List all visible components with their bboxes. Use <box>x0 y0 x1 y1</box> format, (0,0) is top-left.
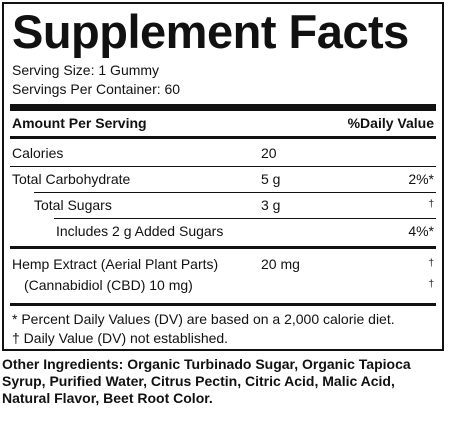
thick-divider <box>10 104 436 111</box>
medium-divider <box>10 303 436 306</box>
row-hemp-extract-dv: † <box>428 258 434 269</box>
row-hemp-extract-name: Hemp Extract (Aerial Plant Parts) <box>12 256 219 272</box>
row-cbd-name: (Cannabidiol (CBD) 10 mg) <box>24 277 193 293</box>
daily-value-header: %Daily Value <box>347 115 434 131</box>
row-divider <box>10 166 436 167</box>
panel-title: Supplement Facts <box>12 5 409 58</box>
row-divider <box>54 218 436 219</box>
row-sugars-dv: † <box>428 199 434 210</box>
serving-size: Serving Size: 1 Gummy <box>12 62 160 78</box>
medium-divider <box>10 136 436 139</box>
other-ingredients: Other Ingredients: Organic Turbinado Sug… <box>2 356 446 407</box>
row-added-sugars-dv: 4%* <box>408 223 434 239</box>
supplement-facts-panel: Supplement Facts Serving Size: 1 Gummy S… <box>2 2 444 351</box>
row-cbd-dv: † <box>428 279 434 290</box>
row-carbohydrate-dv: 2%* <box>408 171 434 187</box>
row-hemp-extract-amount: 20 mg <box>261 256 300 272</box>
ingredients-text: Organic Turbinado Sugar, Organic Tapioca… <box>2 356 411 406</box>
medium-divider <box>10 246 436 249</box>
servings-per-container: Servings Per Container: 60 <box>12 81 181 97</box>
row-added-sugars-name: Includes 2 g Added Sugars <box>56 223 224 239</box>
row-calories-amount: 20 <box>261 145 277 161</box>
row-divider <box>34 192 436 193</box>
footnote-not-established: † Daily Value (DV) not established. <box>12 330 229 346</box>
row-carbohydrate-amount: 5 g <box>261 171 281 187</box>
row-calories-name: Calories <box>12 145 64 161</box>
amount-per-serving-header: Amount Per Serving <box>12 115 147 131</box>
row-sugars-amount: 3 g <box>261 197 281 213</box>
row-carbohydrate-name: Total Carbohydrate <box>12 171 131 187</box>
ingredients-label: Other Ingredients: <box>2 356 128 372</box>
row-sugars-name: Total Sugars <box>34 197 112 213</box>
footnote-daily-values: * Percent Daily Values (DV) are based on… <box>12 311 395 327</box>
